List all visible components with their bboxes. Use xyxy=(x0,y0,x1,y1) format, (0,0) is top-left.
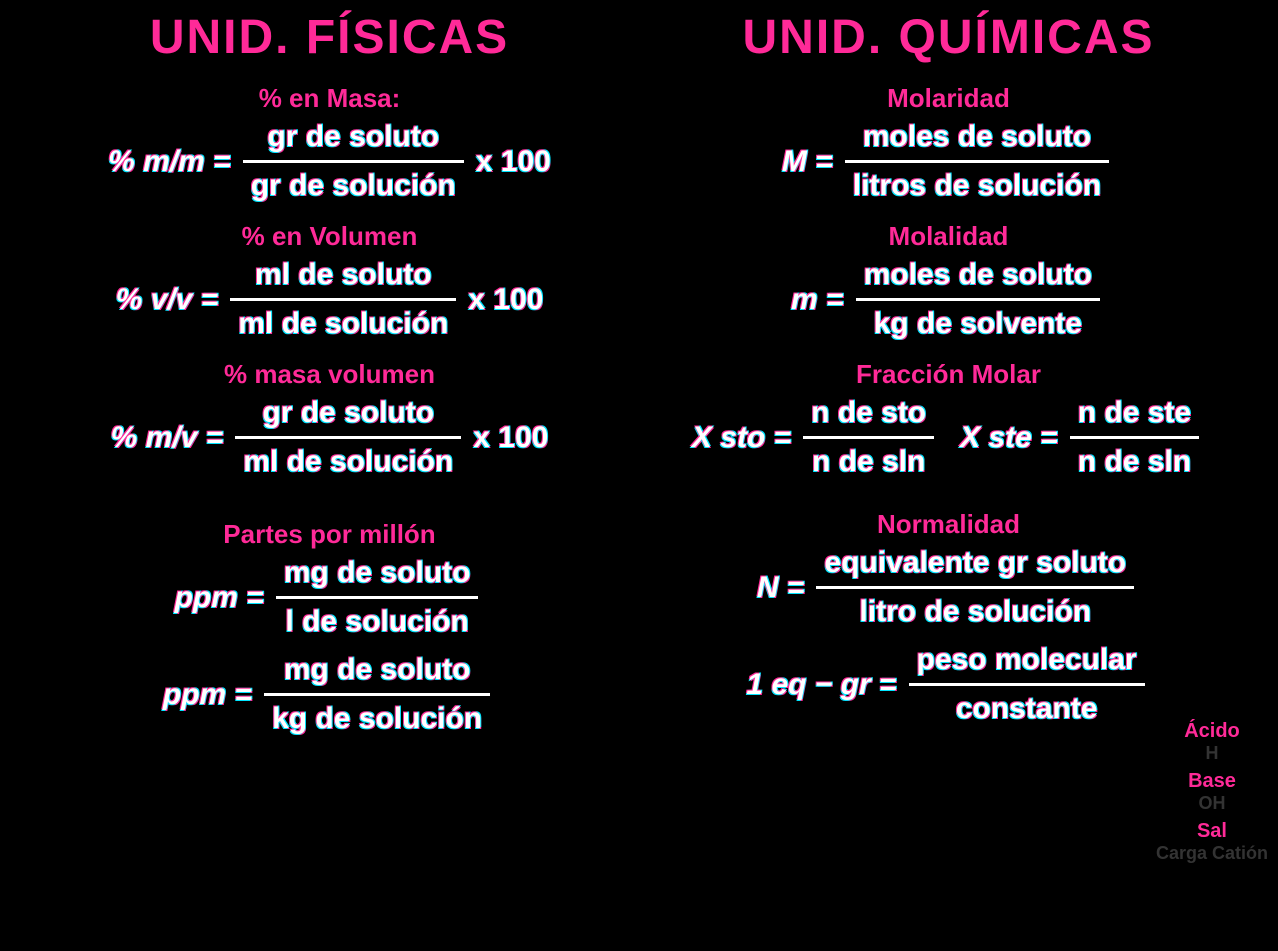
lhs-ppm1: ppm = xyxy=(175,581,264,615)
formula-mv: % m/v = gr de soluto ml de solución x 10… xyxy=(111,392,549,483)
side-acido: Ácido H xyxy=(1184,720,1240,764)
lhs-xste: X ste = xyxy=(960,421,1058,455)
den-xste: n de sln xyxy=(1070,441,1199,483)
num-ppm2: mg de soluto xyxy=(276,649,479,691)
frac-ppm2: mg de soluto kg de solución xyxy=(264,649,490,740)
num-molalidad: moles de soluto xyxy=(856,254,1100,296)
right-column: Unid. Químicas Molaridad M = moles de so… xyxy=(639,10,1258,746)
left-heading: Unid. Físicas xyxy=(150,10,509,65)
bar xyxy=(1070,436,1199,439)
left-column: Unid. Físicas % en Masa: % m/m = gr de s… xyxy=(20,10,639,746)
frac-normalidad: equivalente gr soluto litro de solución xyxy=(816,542,1134,633)
num-eqgr: peso molecular xyxy=(909,639,1145,681)
side-acido-label: Ácido xyxy=(1184,720,1240,743)
suffix-mv: x 100 xyxy=(473,421,548,455)
den-molalidad: kg de solvente xyxy=(866,303,1090,345)
bar xyxy=(816,586,1134,589)
subheading-fraccion: Fracción Molar xyxy=(856,359,1041,390)
num-volumen: ml de soluto xyxy=(247,254,440,296)
formula-molaridad: M = moles de soluto litros de solución xyxy=(782,116,1115,207)
subheading-ppm: Partes por millón xyxy=(223,519,435,550)
subheading-normalidad: Normalidad xyxy=(877,509,1020,540)
suffix-volumen: x 100 xyxy=(468,283,543,317)
num-molaridad: moles de soluto xyxy=(855,116,1099,158)
bar xyxy=(243,160,464,163)
lhs-molalidad: m = xyxy=(791,283,844,317)
subheading-molaridad: Molaridad xyxy=(887,83,1010,114)
subheading-volumen: % en Volumen xyxy=(242,221,418,252)
den-normalidad: litro de solución xyxy=(851,591,1099,633)
num-ppm1: mg de soluto xyxy=(276,552,479,594)
side-base: Base OH xyxy=(1188,770,1236,814)
suffix-masa: x 100 xyxy=(476,145,551,179)
bar xyxy=(276,596,479,599)
num-xste: n de ste xyxy=(1070,392,1199,434)
frac-mv: gr de soluto ml de solución xyxy=(235,392,461,483)
den-volumen: ml de solución xyxy=(230,303,456,345)
right-heading: Unid. Químicas xyxy=(743,10,1155,65)
lhs-xsto: X sto = xyxy=(692,421,791,455)
lhs-mv: % m/v = xyxy=(111,421,224,455)
lhs-molaridad: M = xyxy=(782,145,833,179)
frac-masa: gr de soluto gr de solución xyxy=(243,116,464,207)
side-base-label: Base xyxy=(1188,770,1236,793)
formula-xste: X ste = n de ste n de sln xyxy=(960,392,1205,483)
side-acido-sub: H xyxy=(1184,743,1240,764)
frac-xste: n de ste n de sln xyxy=(1070,392,1199,483)
formula-molalidad: m = moles de soluto kg de solvente xyxy=(791,254,1106,345)
bar xyxy=(909,683,1145,686)
den-ppm2: kg de solución xyxy=(264,698,490,740)
frac-molalidad: moles de soluto kg de solvente xyxy=(856,254,1100,345)
side-base-sub: OH xyxy=(1188,793,1236,814)
frac-volumen: ml de soluto ml de solución xyxy=(230,254,456,345)
lhs-volumen: % v/v = xyxy=(116,283,219,317)
side-sal-sub: Carga Catión xyxy=(1156,843,1268,864)
side-sal-label: Sal xyxy=(1156,820,1268,843)
formula-masa: % m/m = gr de soluto gr de solución x 10… xyxy=(108,116,551,207)
formula-volumen: % v/v = ml de soluto ml de solución x 10… xyxy=(116,254,544,345)
den-ppm1: l de solución xyxy=(277,601,476,643)
lhs-normalidad: N = xyxy=(757,571,805,605)
page-container: Unid. Físicas % en Masa: % m/m = gr de s… xyxy=(0,0,1278,756)
frac-xsto: n de sto n de sln xyxy=(803,392,934,483)
fraccion-pair: X sto = n de sto n de sln X ste = n de s… xyxy=(692,392,1205,489)
num-mv: gr de soluto xyxy=(254,392,442,434)
subheading-masa: % en Masa: xyxy=(259,83,401,114)
side-sal: Sal Carga Catión xyxy=(1156,820,1268,864)
subheading-molalidad: Molalidad xyxy=(889,221,1009,252)
den-molaridad: litros de solución xyxy=(845,165,1109,207)
bar xyxy=(264,693,490,696)
frac-ppm1: mg de soluto l de solución xyxy=(276,552,479,643)
den-masa: gr de solución xyxy=(243,165,464,207)
num-masa: gr de soluto xyxy=(259,116,447,158)
den-xsto: n de sln xyxy=(804,441,933,483)
bar xyxy=(235,436,461,439)
den-mv: ml de solución xyxy=(235,441,461,483)
bar xyxy=(845,160,1109,163)
formula-xsto: X sto = n de sto n de sln xyxy=(692,392,940,483)
side-annotations: Ácido H Base OH Sal Carga Catión xyxy=(1156,720,1268,864)
bar xyxy=(856,298,1100,301)
formula-normalidad: N = equivalente gr soluto litro de soluc… xyxy=(757,542,1140,633)
bar xyxy=(803,436,934,439)
lhs-eqgr: 1 eq − gr = xyxy=(746,668,896,702)
subheading-mv: % masa volumen xyxy=(224,359,435,390)
frac-molaridad: moles de soluto litros de solución xyxy=(845,116,1109,207)
bar xyxy=(230,298,456,301)
den-eqgr: constante xyxy=(948,688,1106,730)
frac-eqgr: peso molecular constante xyxy=(909,639,1145,730)
lhs-ppm2: ppm = xyxy=(163,678,252,712)
formula-ppm1: ppm = mg de soluto l de solución xyxy=(175,552,485,643)
lhs-masa: % m/m = xyxy=(108,145,231,179)
num-normalidad: equivalente gr soluto xyxy=(816,542,1134,584)
num-xsto: n de sto xyxy=(803,392,934,434)
formula-eqgr: 1 eq − gr = peso molecular constante xyxy=(746,639,1150,730)
formula-ppm2: ppm = mg de soluto kg de solución xyxy=(163,649,496,740)
